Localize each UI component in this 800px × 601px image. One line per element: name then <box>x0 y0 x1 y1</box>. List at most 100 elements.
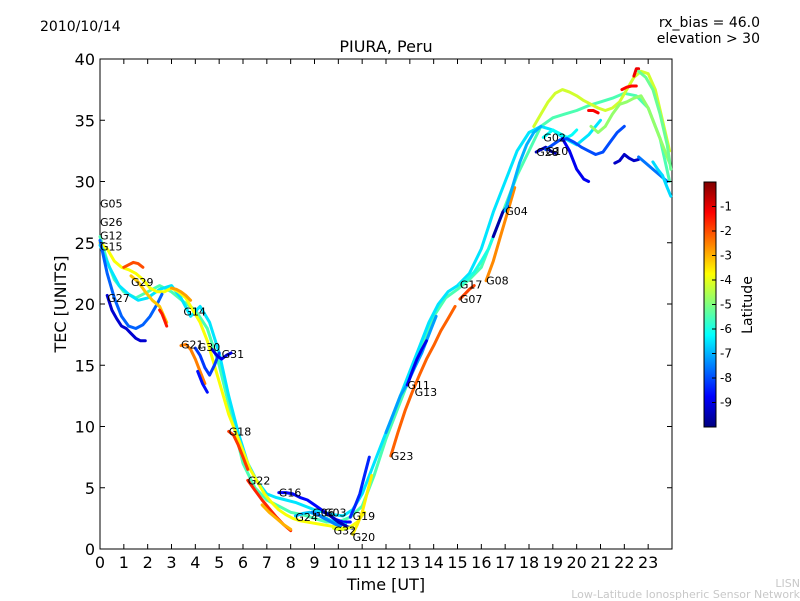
tec-track-7 <box>129 274 169 324</box>
footer-lisn: LISN <box>775 577 800 590</box>
colorbar-tick-label--6: -6 <box>720 322 732 336</box>
prn-label-g07: G07 <box>460 293 483 306</box>
prn-label-g11: G11 <box>407 379 430 392</box>
tec-track-8 <box>170 286 193 302</box>
x-axis-ticks: 0 1 2 3 4 5 6 7 8 9 10 11 12 13 14 15 16 17 18 19 20 21 22 23 <box>95 59 658 572</box>
x-tick-label-6: 6 <box>238 553 248 572</box>
prn-label-g06: G06 <box>312 506 335 519</box>
x-tick-label-11: 11 <box>352 553 372 572</box>
x-tick-label-13: 13 <box>400 553 420 572</box>
x-axis-label: Time [UT] <box>346 575 425 594</box>
x-tick-label-22: 22 <box>614 553 634 572</box>
tec-track-22 <box>348 455 371 519</box>
x-tick-label-5: 5 <box>214 553 224 572</box>
prn-label-g18: G18 <box>229 425 252 438</box>
prn-label-g10: G10 <box>546 145 569 158</box>
prn-label-g08: G08 <box>486 275 509 288</box>
x-tick-label-15: 15 <box>447 553 467 572</box>
prn-label-g17: G17 <box>460 278 483 291</box>
chart-title: PIURA, Peru <box>339 37 432 56</box>
tec-track-24 <box>389 304 457 458</box>
prn-label-g19: G19 <box>353 510 376 523</box>
tec-track-38 <box>651 160 673 198</box>
tec-track-31 <box>503 124 543 213</box>
tec-track-39 <box>589 94 672 165</box>
prn-label-g03: G03 <box>324 506 347 519</box>
date-label: 2010/10/14 <box>40 19 121 35</box>
tec-track-35 <box>560 137 591 183</box>
tec-track-16 <box>260 503 293 531</box>
tec-track-21 <box>332 525 355 531</box>
prn-label-g14: G14 <box>183 305 206 318</box>
elevation-label: elevation > 30 <box>657 31 760 47</box>
prn-label-g22: G22 <box>248 474 271 487</box>
prn-label-g23: G23 <box>391 450 414 463</box>
footer-network: Low-Latitude Ionospheric Sensor Network <box>571 588 800 601</box>
y-axis-label: TEC [UNITS] <box>51 256 70 354</box>
y-axis-ticks: 0 5 10 15 20 25 30 35 40 <box>75 50 672 559</box>
x-tick-label-9: 9 <box>309 553 319 572</box>
tec-track-43 <box>637 69 673 171</box>
y-tick-label-35: 35 <box>75 111 95 130</box>
tec-track-33 <box>534 145 557 155</box>
prn-label-g12: G12 <box>100 229 123 242</box>
x-tick-label-10: 10 <box>328 553 348 572</box>
prn-label-g21: G21 <box>181 338 204 351</box>
x-tick-label-1: 1 <box>119 553 129 572</box>
tec-track-13 <box>196 369 209 394</box>
y-tick-label-5: 5 <box>85 479 95 498</box>
colorbar-tick-label--4: -4 <box>720 273 732 287</box>
tec-track-34 <box>544 124 626 156</box>
y-tick-label-0: 0 <box>85 540 95 559</box>
tec-track-12 <box>210 347 233 361</box>
colorbar-tick-label--9: -9 <box>720 396 732 410</box>
prn-label-g32: G32 <box>334 525 357 538</box>
prn-label-g31: G31 <box>222 348 245 361</box>
x-tick-label-8: 8 <box>286 553 296 572</box>
tec-track-27 <box>458 229 498 286</box>
prn-label-g26: G26 <box>100 216 123 229</box>
tec-track-2 <box>98 241 366 530</box>
y-tick-label-10: 10 <box>75 418 95 437</box>
prn-label-g29: G29 <box>131 276 154 289</box>
plot-area <box>99 58 673 550</box>
prn-label-g16: G16 <box>279 487 302 500</box>
tec-track-19 <box>310 510 343 528</box>
prn-label-g24: G24 <box>295 511 318 524</box>
tec-track-10 <box>179 342 207 386</box>
tec-track-1 <box>98 118 602 518</box>
tec-track-26 <box>405 339 428 387</box>
x-tick-label-3: 3 <box>166 553 176 572</box>
tec-track-29 <box>484 186 517 283</box>
prn-label-g20: G20 <box>353 531 376 544</box>
x-tick-label-21: 21 <box>590 553 610 572</box>
colorbar-tick-label--1: -1 <box>720 200 732 214</box>
x-tick-label-12: 12 <box>376 553 396 572</box>
x-tick-label-23: 23 <box>638 553 658 572</box>
colorbar-tick-label--5: -5 <box>720 298 732 312</box>
tec-track-36 <box>613 153 641 165</box>
prn-label-g28: G28 <box>536 146 559 159</box>
colorbar-tick-label--2: -2 <box>720 224 732 238</box>
tec-track-0 <box>98 91 672 524</box>
prn-label-g15: G15 <box>100 240 123 253</box>
prn-label-g27: G27 <box>107 292 130 305</box>
x-tick-label-4: 4 <box>190 553 200 572</box>
tec-track-23 <box>351 474 374 536</box>
tec-track-14 <box>227 429 250 471</box>
tec-track-32 <box>541 128 579 139</box>
prn-label-g04: G04 <box>505 205 528 218</box>
x-tick-label-19: 19 <box>543 553 563 572</box>
tec-track-4 <box>105 293 147 343</box>
colorbar-ticks: -9 -8 -7 -6 -5 -4 -3 -2 -1 <box>712 200 732 410</box>
x-tick-label-14: 14 <box>423 553 443 572</box>
tec-track-28 <box>458 284 476 301</box>
colorbar-tick-label--3: -3 <box>720 249 732 263</box>
y-tick-label-15: 15 <box>75 356 95 375</box>
tec-track-40 <box>620 84 638 92</box>
tec-track-6 <box>122 260 145 269</box>
y-tick-label-40: 40 <box>75 50 95 69</box>
prn-label-g13: G13 <box>415 386 438 399</box>
